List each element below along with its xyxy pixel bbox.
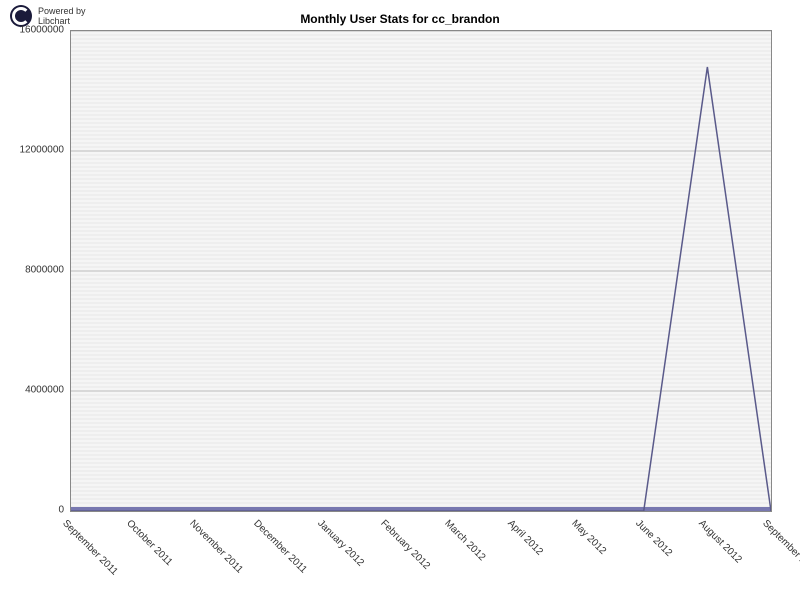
x-tick-label: September 2012 bbox=[760, 518, 800, 578]
x-tick-label: August 2012 bbox=[697, 518, 744, 565]
x-tick-label: June 2012 bbox=[633, 518, 674, 559]
chart-plot-area bbox=[70, 30, 772, 512]
chart-title: Monthly User Stats for cc_brandon bbox=[0, 12, 800, 26]
y-tick-label: 16000000 bbox=[0, 25, 64, 36]
y-tick-label: 12000000 bbox=[0, 145, 64, 156]
x-tick-label: February 2012 bbox=[378, 518, 432, 572]
x-tick-label: October 2011 bbox=[124, 518, 174, 568]
x-tick-label: November 2011 bbox=[187, 518, 245, 576]
x-tick-label: December 2011 bbox=[251, 518, 309, 576]
x-tick-label: January 2012 bbox=[315, 518, 366, 569]
x-tick-label: March 2012 bbox=[442, 518, 487, 563]
y-tick-label: 0 bbox=[0, 505, 64, 516]
data-line bbox=[71, 67, 771, 511]
x-tick-label: April 2012 bbox=[506, 518, 546, 558]
x-tick-label: May 2012 bbox=[569, 518, 608, 557]
y-tick-label: 8000000 bbox=[0, 265, 64, 276]
chart-svg bbox=[71, 31, 771, 511]
x-tick-label: September 2011 bbox=[60, 518, 120, 578]
y-tick-label: 4000000 bbox=[0, 385, 64, 396]
